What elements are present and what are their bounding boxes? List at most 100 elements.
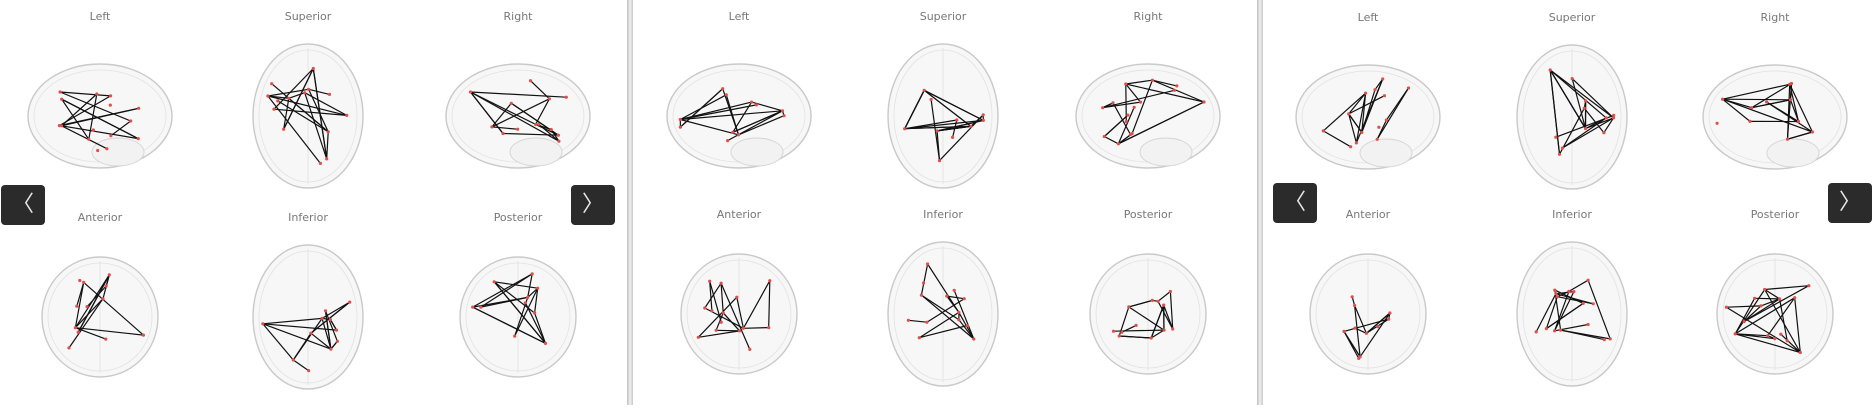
connectome-node <box>67 346 70 349</box>
connectome-node <box>1202 100 1205 103</box>
connectome-node <box>726 139 729 142</box>
connectome-node <box>59 90 62 93</box>
chevron-left-icon: 〈 <box>1284 192 1306 214</box>
connectome-node <box>1773 337 1776 340</box>
connectome-node <box>565 96 568 99</box>
connectome-node <box>953 289 956 292</box>
cerebellum-outline <box>510 138 562 166</box>
connectome-node <box>536 287 539 290</box>
connectome-node <box>1376 138 1379 141</box>
brain-connectome-left <box>0 28 200 208</box>
view-superior: Superior <box>843 10 1043 210</box>
chevron-right-icon: 〉 <box>1839 192 1861 214</box>
connectome-node <box>471 306 474 309</box>
connectome-node <box>1118 334 1121 337</box>
brain-connectome-superior <box>843 28 1043 208</box>
connectome-node <box>1603 338 1606 341</box>
connectome-node <box>335 329 338 332</box>
brain-connectome-inferior <box>1472 226 1672 406</box>
connectome-node <box>722 311 725 314</box>
connectome-node <box>1383 94 1386 97</box>
next-button[interactable]: 〉 <box>1828 183 1872 223</box>
brain-connectome-anterior <box>639 226 839 406</box>
connectome-node <box>945 295 948 298</box>
connectome-node <box>309 332 312 335</box>
connectome-node <box>529 79 532 82</box>
connectome-node <box>137 137 140 140</box>
connectome-node <box>1388 311 1391 314</box>
connectome-node <box>109 134 112 137</box>
view-left: Left <box>639 10 839 210</box>
connectome-node <box>755 103 758 106</box>
connectome-node <box>1725 306 1728 309</box>
brain-connectome-posterior <box>1048 226 1248 406</box>
connectome-node <box>60 124 63 127</box>
connectome-node <box>972 337 975 340</box>
connectome-node <box>1558 153 1561 156</box>
view-title: Superior <box>1472 11 1672 24</box>
brain-connectome-posterior <box>418 229 618 409</box>
connectome-node <box>329 318 332 321</box>
connectome-node <box>1385 119 1388 122</box>
connectome-node <box>1584 127 1587 130</box>
connectome-node <box>1131 132 1134 135</box>
connectome-node <box>74 326 77 329</box>
connectome-node <box>266 94 269 97</box>
connectome-node <box>1365 332 1368 335</box>
view-inferior: Inferior <box>843 208 1043 408</box>
connectome-node <box>768 279 771 282</box>
connectome-edge <box>743 328 768 329</box>
view-anterior: Anterior <box>639 208 839 408</box>
connectome-node <box>303 91 306 94</box>
connectome-node <box>548 97 551 100</box>
connectome-node <box>1355 141 1358 144</box>
connectome-node <box>1553 329 1556 332</box>
connectome-node <box>982 119 985 122</box>
connectome-node <box>77 331 80 334</box>
connectome-node <box>276 99 279 102</box>
connectome-node <box>328 93 331 96</box>
connectome-node <box>1545 327 1548 330</box>
connectome-node <box>982 113 985 116</box>
connectome-node <box>703 306 706 309</box>
connectome-node <box>1554 292 1557 295</box>
connectome-edge <box>716 330 740 331</box>
connectome-node <box>782 114 785 117</box>
brain-connectome-left <box>639 28 839 208</box>
view-left: Left <box>0 10 200 210</box>
connectome-node <box>307 369 310 372</box>
connectome-node <box>920 294 923 297</box>
connectome-node <box>1117 142 1120 145</box>
view-title: Superior <box>208 10 408 23</box>
view-right: Right <box>1048 10 1248 210</box>
next-button[interactable]: 〉 <box>571 185 615 225</box>
connectome-node <box>1175 84 1178 87</box>
connectome-node <box>1357 357 1360 360</box>
view-posterior: Posterior <box>1048 208 1248 408</box>
prev-button[interactable]: 〈 <box>1 185 45 225</box>
connectome-node <box>1373 88 1376 91</box>
connectome-node <box>930 98 933 101</box>
connectome-node <box>1381 77 1384 80</box>
connectome-node <box>1763 288 1766 291</box>
brain-panel-2: Left Superior Right Anterior Inferior Po… <box>633 0 1257 405</box>
connectome-node <box>1135 324 1138 327</box>
connectome-node <box>1592 302 1595 305</box>
connectome-node <box>1788 83 1791 86</box>
connectome-node <box>1407 86 1410 89</box>
connectome-node <box>737 133 740 136</box>
connectome-node <box>1553 289 1556 292</box>
connectome-node <box>490 125 493 128</box>
connectome-node <box>1743 320 1746 323</box>
connectome-node <box>329 348 332 351</box>
connectome-node <box>526 296 529 299</box>
view-posterior: Posterior <box>418 211 618 411</box>
connectome-node <box>748 348 751 351</box>
connectome-node <box>1124 82 1127 85</box>
connectome-node <box>1556 295 1559 298</box>
connectome-node <box>1750 106 1753 109</box>
connectome-node <box>1748 120 1751 123</box>
connectome-node <box>1786 138 1789 141</box>
prev-button[interactable]: 〈 <box>1273 183 1317 223</box>
connectome-node <box>1151 79 1154 82</box>
